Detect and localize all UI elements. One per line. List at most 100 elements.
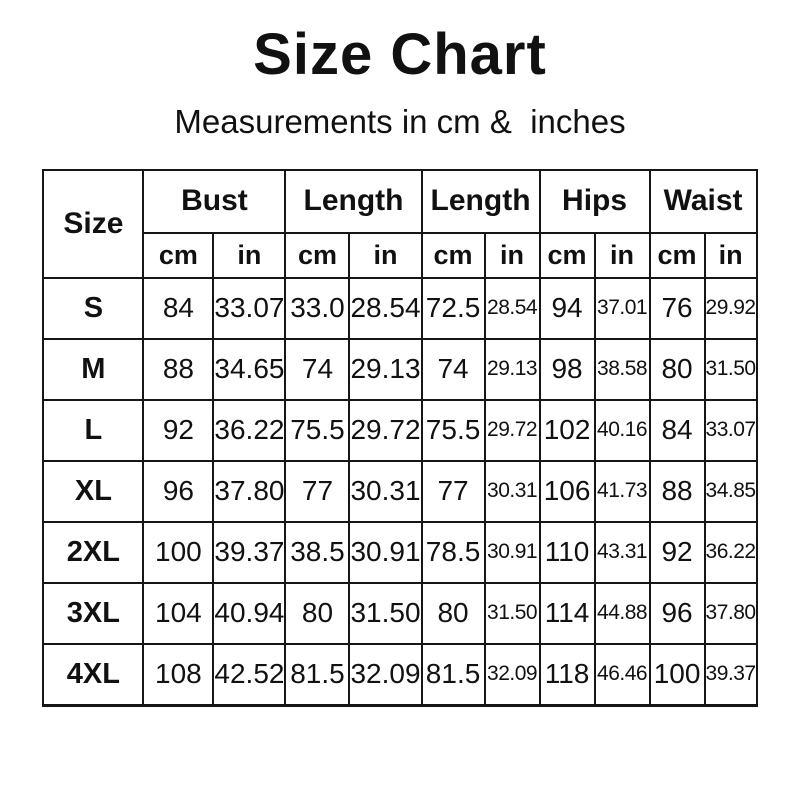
cell-length2-in: 28.54	[483, 276, 541, 340]
unit-length2-cm: cm	[420, 231, 486, 279]
col-header-length-1: Length	[284, 168, 423, 234]
header-unit-row: cm in cm in cm in cm in cm in	[43, 231, 758, 279]
cell-hips-cm: 98	[538, 337, 596, 401]
cell-length2-cm: 81.5	[420, 642, 486, 707]
cell-hips-cm: 114	[538, 581, 596, 645]
cell-hips-in: 43.31	[593, 520, 651, 584]
cell-length2-in: 29.72	[483, 398, 541, 462]
table-body: S 84 33.07 33.0 28.54 72.5 28.54 94 37.01 76 29.92…	[42, 276, 758, 707]
table-row: 2XL 100 39.37 38.5 30.91 78.5 30.91 110 43.31 92 3…	[42, 520, 758, 584]
cell-waist-in: 34.85	[703, 459, 758, 523]
cell-hips-cm: 118	[538, 642, 596, 707]
cell-hips-cm: 94	[538, 276, 596, 340]
cell-bust-cm: 92	[142, 398, 215, 462]
cell-length2-in: 30.91	[483, 520, 541, 584]
size-label: L	[42, 398, 145, 462]
cell-hips-cm: 102	[538, 398, 596, 462]
cell-length2-in: 32.09	[483, 642, 541, 707]
size-label: 4XL	[42, 642, 145, 707]
table-row: XL 96 37.80 77 30.31 77 30.31 106 41.73 88 34.85	[42, 459, 758, 523]
cell-length2-cm: 77	[420, 459, 486, 523]
cell-length1-cm: 80	[284, 581, 351, 645]
size-label: XL	[42, 459, 145, 523]
cell-bust-in: 39.37	[212, 520, 287, 584]
cell-hips-in: 44.88	[593, 581, 651, 645]
cell-waist-in: 37.80	[703, 581, 758, 645]
col-header-bust: Bust	[142, 168, 287, 234]
page-title: Size Chart	[253, 22, 547, 87]
col-header-length-2: Length	[420, 168, 541, 234]
cell-bust-cm: 108	[142, 642, 215, 707]
header-group-row: Size Bust Length Length Hips Waist	[42, 168, 758, 279]
cell-length1-in: 29.13	[348, 337, 423, 401]
table-row: 4XL 108 42.52 81.5 32.09 81.5 32.09 118 46.46 100…	[42, 642, 758, 707]
cell-length1-in: 28.54	[348, 276, 423, 340]
cell-length2-cm: 74	[420, 337, 486, 401]
cell-waist-in: 36.22	[703, 520, 758, 584]
table-row: M 88 34.65 74 29.13 74 29.13 98 38.58 80 31.50	[42, 337, 758, 401]
cell-length1-cm: 33.0	[284, 276, 351, 340]
cell-waist-cm: 92	[648, 520, 706, 584]
cell-waist-in: 29.92	[703, 276, 758, 340]
unit-waist-cm: cm	[648, 231, 706, 279]
cell-bust-in: 42.52	[212, 642, 287, 707]
cell-length2-in: 30.31	[483, 459, 541, 523]
unit-bust-cm: cm	[142, 231, 215, 279]
cell-bust-cm: 104	[142, 581, 215, 645]
cell-bust-in: 33.07	[212, 276, 287, 340]
cell-length1-in: 30.31	[348, 459, 423, 523]
unit-length2-in: in	[483, 231, 541, 279]
size-label: M	[42, 337, 145, 401]
page-subtitle: Measurements in cm & inches	[174, 102, 626, 140]
cell-length1-cm: 38.5	[284, 520, 351, 584]
cell-waist-in: 39.37	[703, 642, 758, 707]
cell-waist-cm: 88	[648, 459, 706, 523]
cell-length1-in: 31.50	[348, 581, 423, 645]
table-row: S 84 33.07 33.0 28.54 72.5 28.54 94 37.01 76 29.92	[42, 276, 758, 340]
cell-waist-cm: 76	[648, 276, 706, 340]
cell-bust-in: 36.22	[212, 398, 287, 462]
cell-length1-cm: 81.5	[284, 642, 351, 707]
size-chart-table: Size Bust Length Length Hips Waist cm in…	[42, 168, 758, 707]
table-row: L 92 36.22 75.5 29.72 75.5 29.72 102 40.16 84 33.0…	[42, 398, 758, 462]
cell-bust-in: 34.65	[212, 337, 287, 401]
cell-length1-in: 30.91	[348, 520, 423, 584]
col-header-waist: Waist	[648, 168, 758, 234]
cell-hips-in: 46.46	[593, 642, 651, 707]
cell-waist-in: 31.50	[703, 337, 758, 401]
cell-hips-cm: 106	[538, 459, 596, 523]
cell-bust-in: 37.80	[212, 459, 287, 523]
cell-waist-in: 33.07	[703, 398, 758, 462]
cell-length1-cm: 74	[284, 337, 351, 401]
unit-length1-in: in	[348, 231, 423, 279]
cell-length2-in: 31.50	[483, 581, 541, 645]
cell-bust-cm: 100	[142, 520, 215, 584]
cell-bust-cm: 96	[142, 459, 215, 523]
unit-length1-cm: cm	[284, 231, 351, 279]
unit-waist-in: in	[703, 231, 758, 279]
unit-bust-in: in	[212, 231, 287, 279]
cell-length1-cm: 77	[284, 459, 351, 523]
unit-hips-in: in	[593, 231, 651, 279]
cell-waist-cm: 100	[648, 642, 706, 707]
cell-length2-cm: 75.5	[420, 398, 486, 462]
cell-length2-cm: 80	[420, 581, 486, 645]
cell-waist-cm: 80	[648, 337, 706, 401]
cell-bust-cm: 88	[142, 337, 215, 401]
size-label: 3XL	[42, 581, 145, 645]
cell-length1-in: 32.09	[348, 642, 423, 707]
cell-hips-in: 37.01	[593, 276, 651, 340]
cell-waist-cm: 96	[648, 581, 706, 645]
cell-length2-cm: 72.5	[420, 276, 486, 340]
cell-hips-in: 40.16	[593, 398, 651, 462]
table-row: 3XL 104 40.94 80 31.50 80 31.50 114 44.88 96 37.80	[42, 581, 758, 645]
cell-bust-in: 40.94	[212, 581, 287, 645]
cell-waist-cm: 84	[648, 398, 706, 462]
cell-length1-cm: 75.5	[284, 398, 351, 462]
cell-bust-cm: 84	[142, 276, 215, 340]
cell-hips-in: 41.73	[593, 459, 651, 523]
col-header-hips: Hips	[538, 168, 651, 234]
cell-hips-cm: 110	[538, 520, 596, 584]
cell-length2-in: 29.13	[483, 337, 541, 401]
